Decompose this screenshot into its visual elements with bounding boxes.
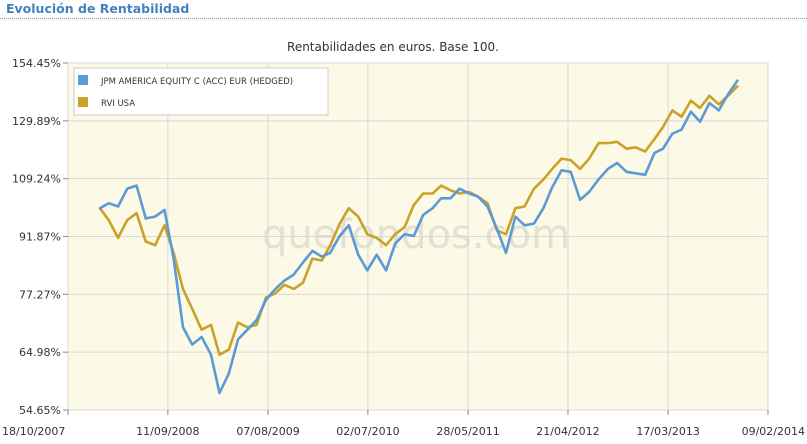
y-tick-label: 54.65% [19,404,61,417]
chart-title: Rentabilidades en euros. Base 100. [287,40,499,54]
series-lines [98,79,739,395]
x-tick-label: 17/03/2013 [636,425,699,438]
header-divider [0,18,807,19]
header-title: Evolución de Rentabilidad [6,1,190,16]
header: Evolución de Rentabilidad [0,0,807,20]
y-tick-label: 154.45% [12,57,61,70]
legend: JPM AMERICA EQUITY C (ACC) EUR (HEDGED) … [73,67,329,116]
x-tick-label: 11/09/2008 [136,425,199,438]
x-tick-label: 09/02/2014 [742,425,805,438]
y-tick-label: 91.87% [19,231,61,244]
legend-label-jpm: JPM AMERICA EQUITY C (ACC) EUR (HEDGED) [100,77,293,87]
x-tick-label: 07/08/2009 [236,425,299,438]
legend-swatch-rvi [78,97,88,107]
x-tick-label: 21/04/2012 [536,425,599,438]
x-tick-label: 02/07/2010 [336,425,399,438]
x-tick-label: 28/05/2011 [436,425,499,438]
legend-swatch-jpm [78,75,88,85]
legend-label-rvi: RVI USA [101,99,135,109]
y-axis: 154.45% 129.89% 109.24% 91.87% 77.27% 64.98% 5… [12,57,68,417]
y-tick-label: 77.27% [19,288,61,301]
series-line-rvi-usa [98,85,739,357]
legend-box [73,67,329,116]
watermark: quefondos.com [262,212,570,258]
y-tick-label: 129.89% [12,115,61,128]
x-axis: 18/10/2007 11/09/2008 07/08/2009 02/07/2010… [2,410,805,438]
series-line-jpm-america [98,79,739,395]
x-tick-label: 18/10/2007 [2,425,65,438]
y-tick-label: 64.98% [19,346,61,359]
y-tick-label: 109.24% [12,173,61,186]
